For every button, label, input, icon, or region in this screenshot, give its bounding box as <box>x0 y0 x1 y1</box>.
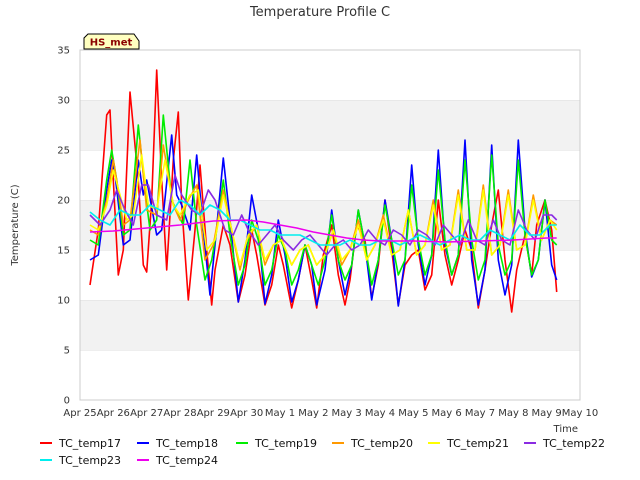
y-axis: 0 5 10 15 20 25 30 35 <box>57 46 70 407</box>
series-line-tc_temp19 <box>89 114 558 286</box>
series-line-tc_temp23 <box>89 199 557 246</box>
plot-area <box>79 49 581 401</box>
x-tick-label: Apr 25 <box>63 408 96 419</box>
x-tick-label: May 10 <box>562 408 599 419</box>
x-tick-label: May 7 <box>465 408 495 419</box>
x-tick-label: May 8 <box>498 408 528 419</box>
y-tick-label: 15 <box>57 246 70 257</box>
x-tick-label: May 3 <box>332 408 362 419</box>
grid-band <box>80 50 580 100</box>
grid-band <box>80 300 580 350</box>
y-tick-label: 35 <box>57 46 70 57</box>
series-line-tc_temp21 <box>89 154 558 266</box>
plot-border <box>79 49 581 401</box>
series-layer <box>89 69 558 313</box>
grid-band <box>80 250 580 300</box>
y-tick-label: 30 <box>57 96 70 107</box>
grid-band <box>80 350 580 400</box>
legend-label: TC_temp22 <box>542 437 605 450</box>
x-tick-label: Apr 27 <box>130 408 163 419</box>
x-tick-label: Apr 30 <box>230 408 263 419</box>
y-tick-label: 0 <box>64 396 70 407</box>
annotation-shape <box>83 33 140 50</box>
x-tick-label: May 2 <box>298 408 328 419</box>
grid-band <box>80 150 580 200</box>
legend: TC_temp17 TC_temp18 TC_temp19 TC_temp20 TC_t… <box>40 437 605 467</box>
series-line-tc_temp24 <box>89 219 557 243</box>
x-tick-label: May 5 <box>398 408 428 419</box>
y-tick-label: 5 <box>64 346 70 357</box>
legend-label: TC_temp18 <box>155 437 218 450</box>
x-tick-label: May 4 <box>365 408 395 419</box>
legend-label: TC_temp21 <box>446 437 509 450</box>
x-tick-label: Apr 29 <box>197 408 230 419</box>
legend-label: TC_temp17 <box>58 437 121 450</box>
annotation-box: HS_met <box>83 33 140 50</box>
x-axis: Apr 25 Apr 26 Apr 27 Apr 28 Apr 29 Apr 30 May … <box>63 408 598 419</box>
legend-label: TC_temp20 <box>350 437 413 450</box>
y-axis-title: Temperature (C) <box>10 184 21 266</box>
x-tick-label: May 9 <box>532 408 562 419</box>
legend-label: TC_temp24 <box>155 454 218 467</box>
y-tick-label: 10 <box>57 296 70 307</box>
annotation-label: HS_met <box>90 38 133 49</box>
y-tick-label: 25 <box>57 146 70 157</box>
x-tick-label: May 6 <box>432 408 462 419</box>
legend-label: TC_temp23 <box>58 454 121 467</box>
y-tick-label: 20 <box>57 196 70 207</box>
series-line-tc_temp22 <box>89 174 558 256</box>
x-tick-label: Apr 28 <box>163 408 196 419</box>
x-tick-label: May 1 <box>265 408 295 419</box>
chart-title: Temperature Profile C <box>249 5 390 20</box>
x-tick-label: Apr 26 <box>97 408 130 419</box>
legend-label: TC_temp19 <box>254 437 317 450</box>
x-axis-title: Time <box>553 424 578 435</box>
